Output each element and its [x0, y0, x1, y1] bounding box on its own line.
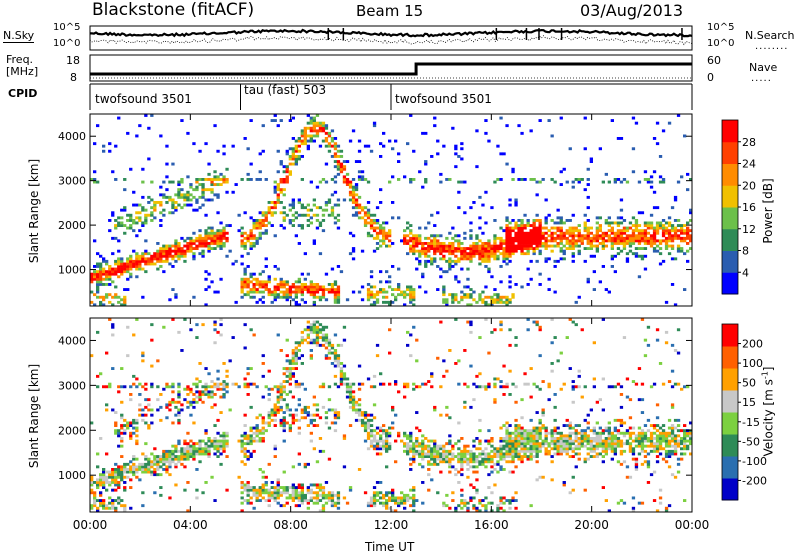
xtick-label-2: 08:00: [273, 518, 308, 532]
power-ytick-label-0: 1000: [58, 264, 86, 277]
title: Blackstone (fitACF): [92, 0, 255, 20]
nsearch-tick-low: 10^0: [707, 38, 735, 49]
nave-tick-low: 0: [707, 71, 714, 84]
velocity-colorbar-label-3: 15: [742, 396, 756, 409]
nsky-label: N.Sky: [3, 29, 35, 43]
velocity-colorbar-label-4: -15: [742, 416, 760, 429]
freq-unit: [MHz]: [6, 65, 39, 78]
velocity-ytick-label-1: 2000: [58, 424, 86, 437]
xtick-label-5: 20:00: [574, 518, 609, 532]
velocity-colorbar-swatch-7: [722, 324, 738, 347]
nsearch-label: N.Search: [745, 29, 795, 42]
velocity-colorbar-label-0: 200: [742, 338, 763, 351]
power-colorbar-swatch-0: [722, 272, 738, 295]
power-colorbar-label-0: 28: [742, 136, 756, 149]
power-ytick-label-3: 4000: [58, 130, 86, 143]
power-colorbar-swatch-6: [722, 141, 738, 164]
velocity-ytick-label-2: 3000: [58, 379, 86, 392]
nsearch-tick-high: 10^5: [707, 22, 735, 33]
freq-series: [90, 62, 692, 76]
power-colorbar-label-5: 8: [742, 245, 749, 258]
xtick-label-4: 16:00: [474, 518, 509, 532]
power-colorbar-swatch-1: [722, 250, 738, 273]
power-colorbar-label-3: 16: [742, 201, 756, 214]
velocity-colorbar-label-7: -200: [742, 474, 767, 487]
freq-panel-frame: [89, 54, 693, 82]
xtick-label-3: 12:00: [374, 518, 409, 532]
velocity-colorbar-label-6: -100: [742, 455, 767, 468]
velocity-colorbar-swatch-0: [722, 478, 738, 501]
nave-legend-dots: .....: [751, 73, 772, 84]
xlabel: Time UT: [365, 540, 415, 554]
velocity-colorbar-frame: [721, 323, 739, 501]
power-ytick-label-1: 2000: [58, 219, 86, 232]
power-ytick-label-2: 3000: [58, 175, 86, 188]
velocity-ytick-label-3: 4000: [58, 334, 86, 347]
nsky-tick-high: 10^5: [53, 22, 81, 33]
power-colorbar-swatch-5: [722, 163, 738, 186]
freq-tick-high: 18: [66, 54, 80, 67]
velocity-colorbar-label-2: 50: [742, 377, 756, 390]
velocity-heatmap-cells: [90, 318, 693, 513]
power-colorbar-label-2: 20: [742, 179, 756, 192]
nsearch-legend-dots: ........: [755, 41, 789, 52]
power-colorbar-swatch-3: [722, 207, 738, 230]
velocity-colorbar-swatch-5: [722, 368, 738, 391]
velocity-colorbar-label-5: -50: [742, 435, 760, 448]
xtick-label-1: 04:00: [173, 518, 208, 532]
power-colorbar-swatch-4: [722, 185, 738, 208]
velocity-colorbar-swatch-1: [722, 456, 738, 479]
power-heatmap-cells: [90, 114, 693, 307]
power-colorbar-label-1: 24: [742, 158, 756, 171]
velocity-colorbar-label-1: 100: [742, 357, 763, 370]
nsearch-series: [89, 35, 693, 46]
velocity-colorbar-swatch-2: [722, 434, 738, 457]
power-colorbar-swatch-7: [722, 120, 738, 143]
nave-tick-high: 60: [707, 54, 721, 67]
cpid-segment-2: tau (fast) 503: [244, 83, 327, 97]
cpid-segment-3: twofsound 3501: [395, 92, 492, 106]
freq-tick-low: 8: [70, 71, 77, 84]
xtick-label-0: 00:00: [73, 518, 108, 532]
nave-label: Nave: [749, 61, 778, 74]
xtick-label-6: 00:00: [675, 518, 710, 532]
nsky-tick-low: 10^0: [53, 38, 81, 49]
date-label: 03/Aug/2013: [580, 1, 684, 20]
velocity-colorbar-swatch-4: [722, 390, 738, 413]
velocity-colorbar-swatch-6: [722, 346, 738, 369]
freq-label: Freq.: [6, 53, 34, 66]
nsky-series: [90, 28, 693, 38]
power-colorbar-swatch-2: [722, 228, 738, 251]
cpid-label: CPID: [8, 87, 38, 100]
beam-label: Beam 15: [356, 2, 424, 20]
velocity-colorbar-swatch-3: [722, 412, 738, 435]
power-colorbar-label-6: 4: [742, 266, 749, 279]
nsky-panel-frame: [89, 25, 693, 51]
cpid-segment-1: twofsound 3501: [95, 92, 192, 106]
power-colorbar-label-4: 12: [742, 223, 756, 236]
velocity-ytick-label-0: 1000: [58, 469, 86, 482]
